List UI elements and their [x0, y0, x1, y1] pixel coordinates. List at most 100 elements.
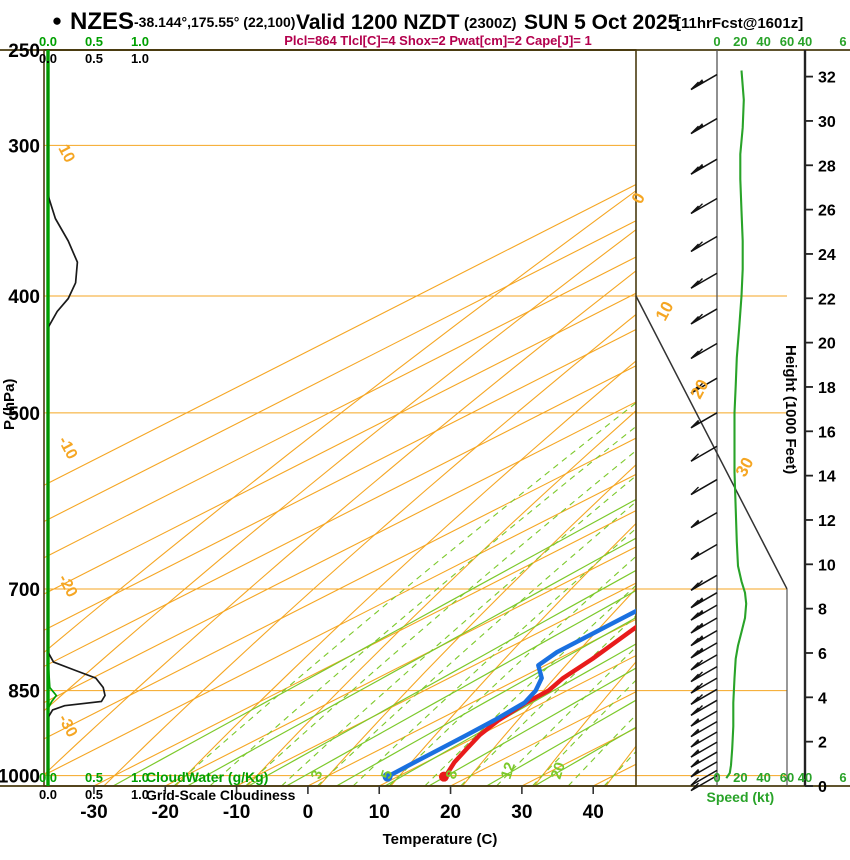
mixing-ratio-label: 3 [308, 768, 327, 781]
speed-tick-bottom: 0 [713, 770, 720, 785]
barb-shaft [690, 197, 718, 215]
barb-shaft [690, 342, 718, 360]
temp-tick-label: -30 [80, 802, 107, 823]
barb-shaft [690, 272, 718, 289]
barb-shaft [690, 654, 718, 671]
isotherm-10 [378, 654, 636, 786]
barb-full [690, 707, 700, 716]
barb-full [694, 647, 703, 657]
station-name: NZES [70, 8, 134, 35]
barb-shaft [690, 235, 718, 253]
height-tick-label: 30 [818, 114, 836, 131]
barb-half [698, 80, 704, 86]
barb-shaft [690, 308, 718, 325]
height-axis-label: Height (1000 Feet) [782, 345, 799, 474]
barb-full [694, 348, 703, 357]
moist-adiabat--10 [245, 450, 636, 786]
pressure-tick-label: 300 [8, 136, 40, 157]
wind-barb [690, 710, 718, 727]
barb-full [694, 622, 703, 632]
height-tick-label: 12 [818, 513, 836, 530]
wind-barb [690, 478, 718, 496]
barb-full [690, 625, 700, 634]
barb-full [694, 241, 703, 250]
pressure-tick-label: 850 [8, 682, 40, 703]
barb-full [690, 738, 700, 748]
wind-barb [690, 197, 718, 215]
pressure-tick-label: 700 [8, 580, 40, 601]
wind-barb [690, 617, 718, 634]
pressure-tick-label: 1000 [0, 767, 40, 788]
mixing-ratio-2 [248, 569, 636, 786]
barb-full [690, 243, 700, 252]
barb-half [698, 648, 704, 654]
speed-tick-bottom: 40 [756, 770, 770, 785]
cloudiness-tick-top: 0.0 [39, 51, 57, 66]
speed-tick-bottom: 60 [780, 770, 794, 785]
barb-full [690, 718, 700, 727]
barb-half [698, 165, 704, 171]
cloudiness-tick-bottom: 0.5 [85, 787, 103, 802]
forecast-hour: [11hrFcst@1601z] [676, 15, 803, 32]
barb-shaft [690, 592, 718, 609]
barb-full [690, 661, 700, 671]
isotherm-lines [44, 183, 636, 786]
temp-tick-label: 20 [440, 802, 461, 823]
barb-full [690, 205, 700, 214]
barb-shaft [690, 769, 718, 787]
barb-shaft [690, 574, 718, 591]
barb-full [690, 419, 700, 429]
isotherm--40 [44, 473, 636, 776]
barb-full [690, 315, 700, 325]
barb-shaft [690, 511, 718, 529]
wind-barb [690, 543, 718, 561]
speed-tick-top: 20 [733, 34, 747, 49]
cloudiness-tick-top: 1.0 [131, 51, 149, 66]
height-tick-label: 6 [818, 646, 827, 663]
cloudiness-tick-top: 0.5 [85, 51, 103, 66]
temp-tick-label: -20 [152, 802, 179, 823]
speed-axis-label: Speed (kt) [706, 789, 774, 805]
barb-half [694, 770, 700, 776]
height-tick-label: 26 [818, 203, 836, 220]
barb-full [694, 163, 703, 173]
height-tick-label: 32 [818, 70, 836, 87]
mixing-ratio-3 [286, 589, 636, 786]
barb-full [694, 671, 703, 680]
wind-barb [690, 342, 718, 360]
wind-barb [690, 654, 718, 671]
station-coordinates: -38.144°,175.55° (22,100) [134, 14, 295, 30]
cloud-panel [46, 50, 106, 786]
wind-barb [690, 235, 718, 253]
barb-full [694, 609, 703, 619]
cloudwater-tick-bottom: 1.0 [131, 770, 149, 785]
barb-shaft [690, 774, 718, 792]
barb-full [690, 453, 700, 462]
height-tick-label: 28 [818, 158, 836, 175]
barb-full [690, 768, 700, 778]
wind-barb [690, 769, 718, 787]
dry-adiabat--60 [44, 190, 636, 654]
plot-border [43, 49, 637, 787]
temp-tick-label: 10 [369, 802, 390, 823]
speed-tick-bottom: 20 [733, 770, 747, 785]
barb-shaft [690, 629, 718, 647]
moist-adiabat--20 [173, 402, 636, 786]
isotherm-0 [307, 618, 636, 786]
barb-half [698, 124, 704, 130]
barb-shaft [690, 604, 718, 621]
wind-panel-edge-upper [635, 295, 788, 590]
wind-barb [690, 158, 718, 175]
speed-tick-60-top: 6 [839, 34, 846, 49]
barb-full [690, 759, 700, 768]
pressure-tick-label: 400 [8, 287, 40, 308]
wind-barb [690, 731, 718, 748]
wind-barb [690, 761, 718, 778]
dry-adiabat--40 [44, 270, 636, 776]
dry-adiabat-20 [461, 587, 636, 786]
isotherm--30 [93, 510, 636, 786]
barb-full [690, 649, 700, 659]
barb-full [690, 673, 700, 683]
temp-tick-label: 0 [303, 802, 314, 823]
